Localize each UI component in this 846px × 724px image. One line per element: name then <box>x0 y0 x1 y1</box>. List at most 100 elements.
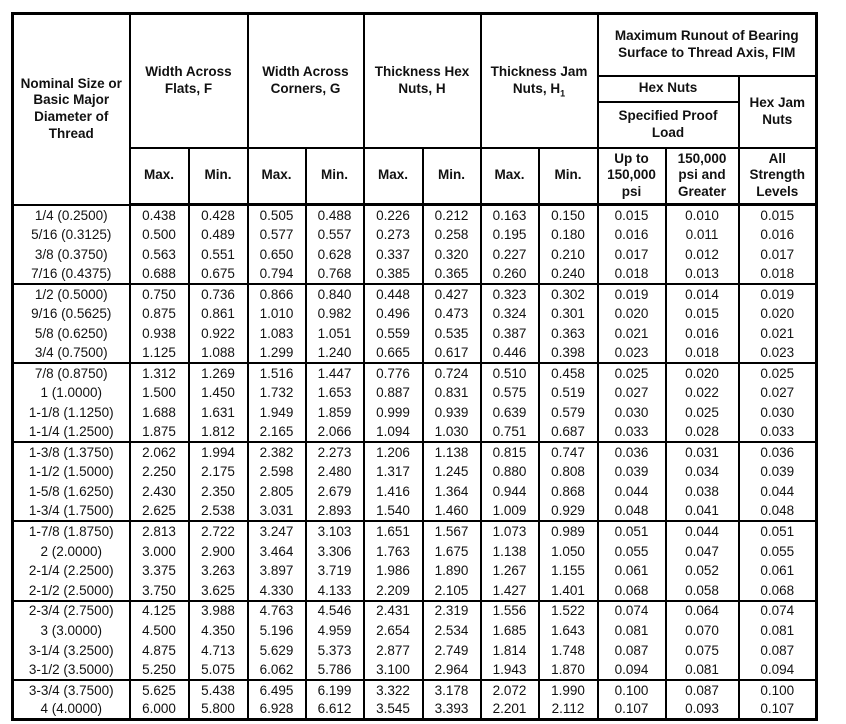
value-cell: 2.625 <box>128 501 190 522</box>
value-cell: 1.009 <box>479 501 540 522</box>
col-header-hex-nuts: Hex Nuts <box>596 74 740 103</box>
value-cell: 0.868 <box>537 481 599 502</box>
value-cell: 2.350 <box>187 481 249 502</box>
value-cell: 0.438 <box>128 204 190 225</box>
col-header-nominal-size: Nominal Size or Basic Major Diameter of … <box>11 12 131 206</box>
value-cell: 0.519 <box>537 382 599 403</box>
value-cell: 1.460 <box>421 501 482 522</box>
value-cell: 4.500 <box>128 620 190 641</box>
value-cell: 1.125 <box>128 343 190 363</box>
value-cell: 3.393 <box>421 699 482 720</box>
value-cell: 0.324 <box>479 303 540 324</box>
value-cell: 0.665 <box>362 343 424 363</box>
value-cell: 0.929 <box>537 501 599 522</box>
value-cell: 0.579 <box>537 402 599 423</box>
value-cell: 0.428 <box>187 204 249 225</box>
value-cell: 4.350 <box>187 620 249 641</box>
col-header-specified-proof-load: Specified Proof Load <box>596 100 740 149</box>
nominal-size-cell: 3-1/2 (3.5000) <box>11 659 131 680</box>
value-cell: 0.027 <box>596 382 667 403</box>
value-cell: 0.163 <box>479 204 540 225</box>
nominal-size-cell: 7/16 (0.4375) <box>11 264 131 284</box>
table-row: 5/16 (0.3125) 0.500 0.489 0.577 0.557 0.273 0.… <box>11 224 818 245</box>
value-cell: 0.107 <box>737 699 818 720</box>
value-cell: 0.064 <box>664 599 740 621</box>
table-row: 7/16 (0.4375) 0.688 0.675 0.794 0.768 0.385 0.… <box>11 264 818 284</box>
value-cell: 0.027 <box>737 382 818 403</box>
value-cell: 2.273 <box>304 441 365 462</box>
value-cell: 1.500 <box>128 382 190 403</box>
table-row: 1-7/8 (1.8750) 2.813 2.722 3.247 3.103 1.651 1… <box>11 520 818 542</box>
value-cell: 0.866 <box>246 282 307 304</box>
value-cell: 0.068 <box>737 580 818 601</box>
value-cell: 0.048 <box>596 501 667 522</box>
value-cell: 0.500 <box>128 224 190 245</box>
value-cell: 0.058 <box>664 580 740 601</box>
value-cell: 0.100 <box>737 678 818 700</box>
value-cell: 0.021 <box>737 323 818 344</box>
value-cell: 0.030 <box>596 402 667 423</box>
value-cell: 1.653 <box>304 382 365 403</box>
value-cell: 0.055 <box>737 541 818 561</box>
col-header-hex-thickness-max: Max. <box>362 146 424 207</box>
value-cell: 0.365 <box>421 264 482 284</box>
value-cell: 0.012 <box>664 244 740 265</box>
table-row: 2-3/4 (2.7500) 4.125 3.988 4.763 4.546 2.431 2… <box>11 599 818 621</box>
value-cell: 0.087 <box>737 640 818 660</box>
value-cell: 2.893 <box>304 501 365 522</box>
value-cell: 2.877 <box>362 640 424 660</box>
value-cell: 2.654 <box>362 620 424 641</box>
value-cell: 1.267 <box>479 560 540 581</box>
value-cell: 1.245 <box>421 461 482 482</box>
value-cell: 1.155 <box>537 560 599 581</box>
value-cell: 0.025 <box>737 362 818 383</box>
value-cell: 0.010 <box>664 204 740 225</box>
value-cell: 1.875 <box>128 422 190 443</box>
value-cell: 0.750 <box>128 282 190 304</box>
value-cell: 0.013 <box>664 264 740 284</box>
value-cell: 0.033 <box>737 422 818 443</box>
nominal-size-cell: 1/2 (0.5000) <box>11 282 131 304</box>
value-cell: 0.939 <box>421 402 482 423</box>
value-cell: 0.028 <box>664 422 740 443</box>
nominal-size-cell: 2-1/4 (2.2500) <box>11 560 131 581</box>
value-cell: 1.986 <box>362 560 424 581</box>
value-cell: 1.814 <box>479 640 540 660</box>
value-cell: 3.988 <box>187 599 249 621</box>
value-cell: 3.178 <box>421 678 482 700</box>
value-cell: 0.016 <box>664 323 740 344</box>
value-cell: 1.138 <box>479 541 540 561</box>
value-cell: 0.815 <box>479 441 540 462</box>
value-cell: 0.559 <box>362 323 424 344</box>
value-cell: 0.577 <box>246 224 307 245</box>
value-cell: 0.195 <box>479 224 540 245</box>
value-cell: 0.081 <box>596 620 667 641</box>
nominal-size-cell: 1-1/4 (1.2500) <box>11 422 131 443</box>
value-cell: 1.685 <box>479 620 540 641</box>
col-header-jam-thickness-min: Min. <box>537 146 599 207</box>
value-cell: 0.025 <box>664 402 740 423</box>
nominal-size-cell: 5/8 (0.6250) <box>11 323 131 344</box>
value-cell: 1.427 <box>479 580 540 601</box>
value-cell: 0.018 <box>664 343 740 363</box>
value-cell: 0.363 <box>537 323 599 344</box>
value-cell: 5.373 <box>304 640 365 660</box>
value-cell: 0.021 <box>596 323 667 344</box>
table-row: 3/4 (0.7500) 1.125 1.088 1.299 1.240 0.665 0.6… <box>11 343 818 363</box>
value-cell: 0.650 <box>246 244 307 265</box>
value-cell: 1.732 <box>246 382 307 403</box>
value-cell: 1.567 <box>421 520 482 542</box>
value-cell: 1.010 <box>246 303 307 324</box>
value-cell: 1.556 <box>479 599 540 621</box>
value-cell: 3.545 <box>362 699 424 720</box>
value-cell: 2.538 <box>187 501 249 522</box>
value-cell: 0.031 <box>664 441 740 462</box>
table-row: 7/8 (0.8750) 1.312 1.269 1.516 1.447 0.776 0.7… <box>11 362 818 383</box>
value-cell: 1.949 <box>246 402 307 423</box>
value-cell: 0.061 <box>737 560 818 581</box>
value-cell: 6.612 <box>304 699 365 720</box>
value-cell: 5.438 <box>187 678 249 700</box>
value-cell: 0.051 <box>737 520 818 542</box>
table-row: 4 (4.0000) 6.000 5.800 6.928 6.612 3.545 3.393… <box>11 699 818 720</box>
value-cell: 0.014 <box>664 282 740 304</box>
